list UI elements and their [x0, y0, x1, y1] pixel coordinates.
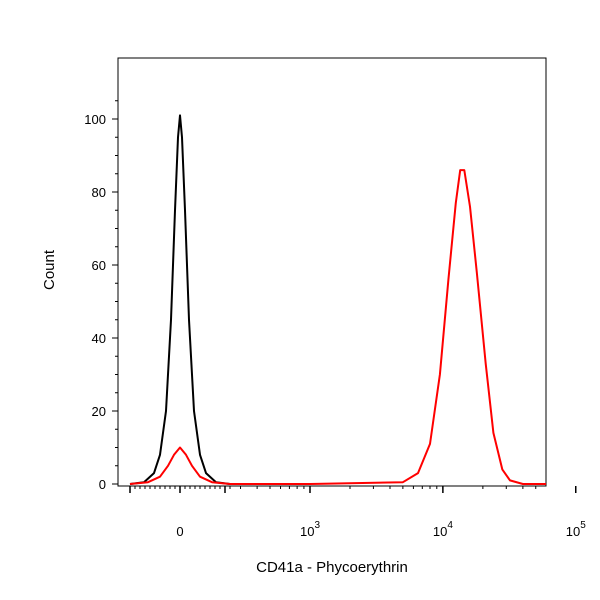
x-tick-label: 104 — [433, 520, 453, 539]
x-tick-label: 0 — [176, 524, 183, 539]
y-tick-label: 80 — [92, 185, 106, 200]
y-tick-label: 60 — [92, 258, 106, 273]
plot-frame — [117, 57, 547, 487]
y-axis: 0 20 40 60 80 100 — [84, 100, 118, 492]
x-tick-label: 105 — [566, 520, 586, 539]
x-axis: 0 103 104 105 — [129, 486, 586, 539]
x-axis-title: CD41a - Phycoerythrin — [256, 559, 408, 576]
series-line-2 — [129, 169, 546, 485]
y-tick-label: 0 — [99, 477, 106, 492]
series-line-1 — [129, 114, 231, 485]
y-tick-label: 100 — [84, 112, 106, 127]
y-tick-label: 20 — [92, 404, 106, 419]
series-layer — [129, 114, 546, 485]
y-axis-title: Count — [41, 249, 58, 290]
x-tick-label: 103 — [300, 520, 320, 539]
y-tick-label: 40 — [92, 331, 106, 346]
